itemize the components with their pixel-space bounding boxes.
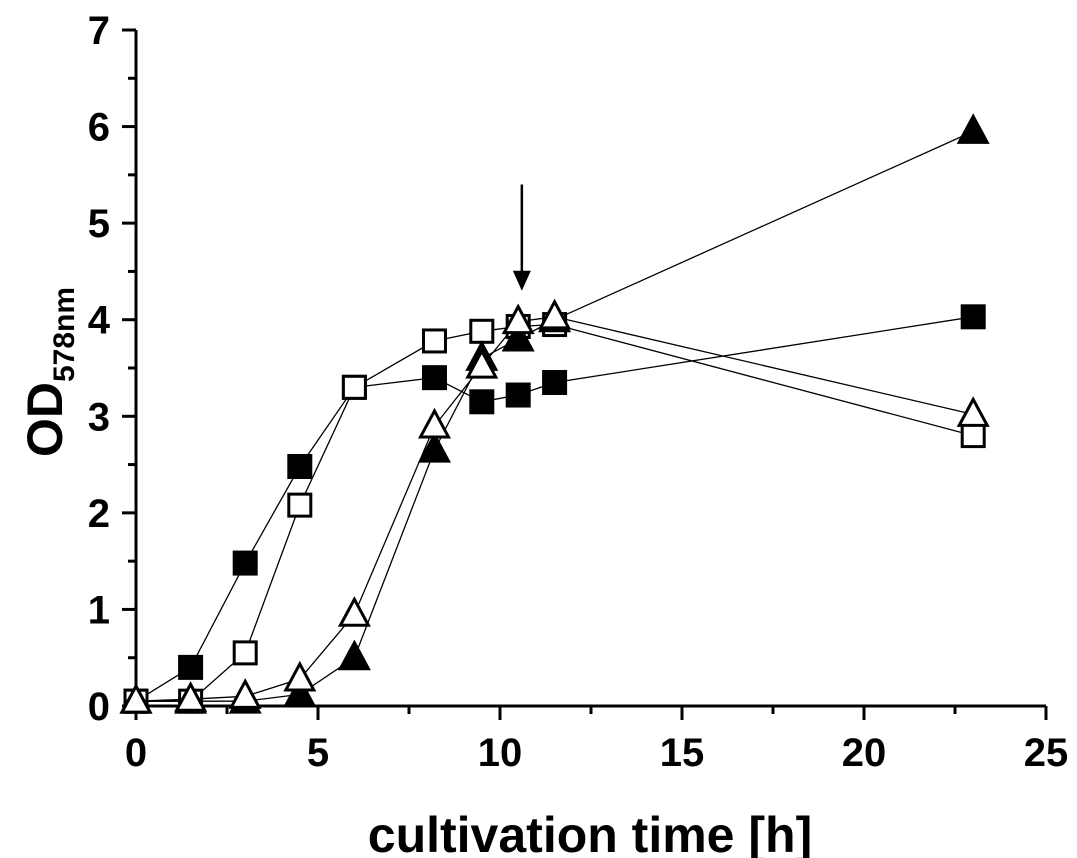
y-axis-title: OD578nm [17,287,81,457]
y-tick-label: 7 [88,9,110,53]
series-line-square-filled [135,316,974,702]
data-point-square-filled [542,369,568,395]
arrow-head [512,270,531,291]
data-point-triangle-open [501,303,535,335]
y-tick-label: 1 [88,588,110,632]
data-point-square-filled [469,389,495,415]
data-point-triangle-open [465,347,499,379]
data-point-square-open [232,640,258,666]
annotations [512,184,531,291]
data-point-triangle-open [228,678,262,709]
data-point-square-filled [287,454,313,480]
y-axis-title-subscript: 578nm [48,287,81,382]
data-point-square-filled [505,382,531,408]
y-axis-title-main: OD [17,382,73,457]
series-markers [119,113,990,714]
x-axis-title: cultivation time [h] [368,807,812,858]
data-point-triangle-open [417,407,451,439]
data-point-triangle-open [283,660,317,692]
x-tick-label: 25 [1024,731,1069,775]
data-point-square-filled [421,365,447,391]
data-point-triangle-open [956,396,990,427]
x-tick-label: 5 [307,731,329,775]
y-tick-label: 2 [88,492,110,536]
x-tick-label: 10 [478,731,523,775]
data-point-square-filled [178,654,204,680]
data-point-square-open [960,423,986,449]
y-tick-label: 5 [88,202,110,246]
data-point-square-filled [232,550,258,576]
data-point-triangle-filled [337,639,371,671]
y-tick-label: 3 [88,395,110,439]
series-line-triangle-open [135,316,974,702]
data-point-square-open [287,492,313,518]
y-tick-label: 4 [88,299,111,343]
data-point-square-open [341,374,367,400]
series-line-square-open [136,323,974,702]
y-tick-label: 6 [88,106,110,150]
data-point-triangle-open [119,683,153,714]
data-point-square-open [421,328,447,354]
x-tick-label: 0 [125,731,147,775]
x-tick-label: 20 [842,731,887,775]
data-point-triangle-filled [501,320,535,352]
data-point-triangle-filled [417,431,451,463]
data-point-triangle-open [337,596,371,627]
data-point-triangle-filled [283,676,317,707]
data-point-triangle-filled [956,113,990,144]
axes: 0 5 10 15 20 25 0 1 2 3 4 5 6 7 [88,9,1069,775]
data-point-triangle-open [538,298,572,330]
x-tick-label: 15 [660,731,705,775]
y-tick-label: 0 [88,685,110,729]
data-point-square-filled [960,304,986,330]
data-point-square-open [469,318,495,344]
data-point-triangle-open [174,681,208,712]
series-lines [135,130,974,702]
series-line-triangle-filled [136,130,974,702]
